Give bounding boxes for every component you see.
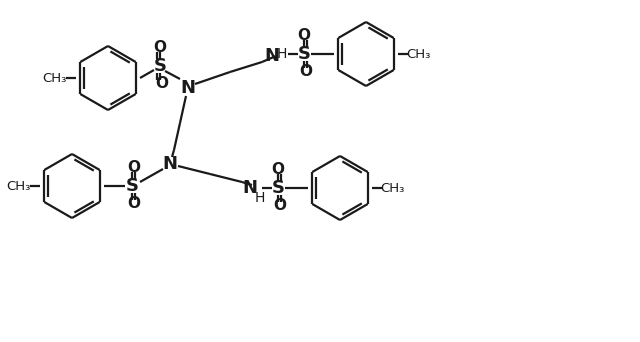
Text: N: N xyxy=(264,47,280,65)
Text: CH₃: CH₃ xyxy=(6,180,30,193)
Text: H: H xyxy=(255,191,265,205)
Text: O: O xyxy=(271,162,285,177)
Text: O: O xyxy=(156,77,168,92)
Text: S: S xyxy=(125,177,138,195)
Text: S: S xyxy=(271,179,285,197)
Text: O: O xyxy=(300,65,312,79)
Text: O: O xyxy=(273,198,287,213)
Text: CH₃: CH₃ xyxy=(406,48,430,61)
Text: S: S xyxy=(154,57,166,75)
Text: O: O xyxy=(127,197,141,211)
Text: O: O xyxy=(298,28,310,43)
Text: CH₃: CH₃ xyxy=(380,182,404,195)
Text: O: O xyxy=(154,40,166,55)
Text: CH₃: CH₃ xyxy=(42,71,66,84)
Text: S: S xyxy=(298,45,310,63)
Text: N: N xyxy=(180,79,195,97)
Text: H: H xyxy=(277,47,287,61)
Text: N: N xyxy=(243,179,257,197)
Text: N: N xyxy=(163,155,177,173)
Text: O: O xyxy=(127,160,141,175)
